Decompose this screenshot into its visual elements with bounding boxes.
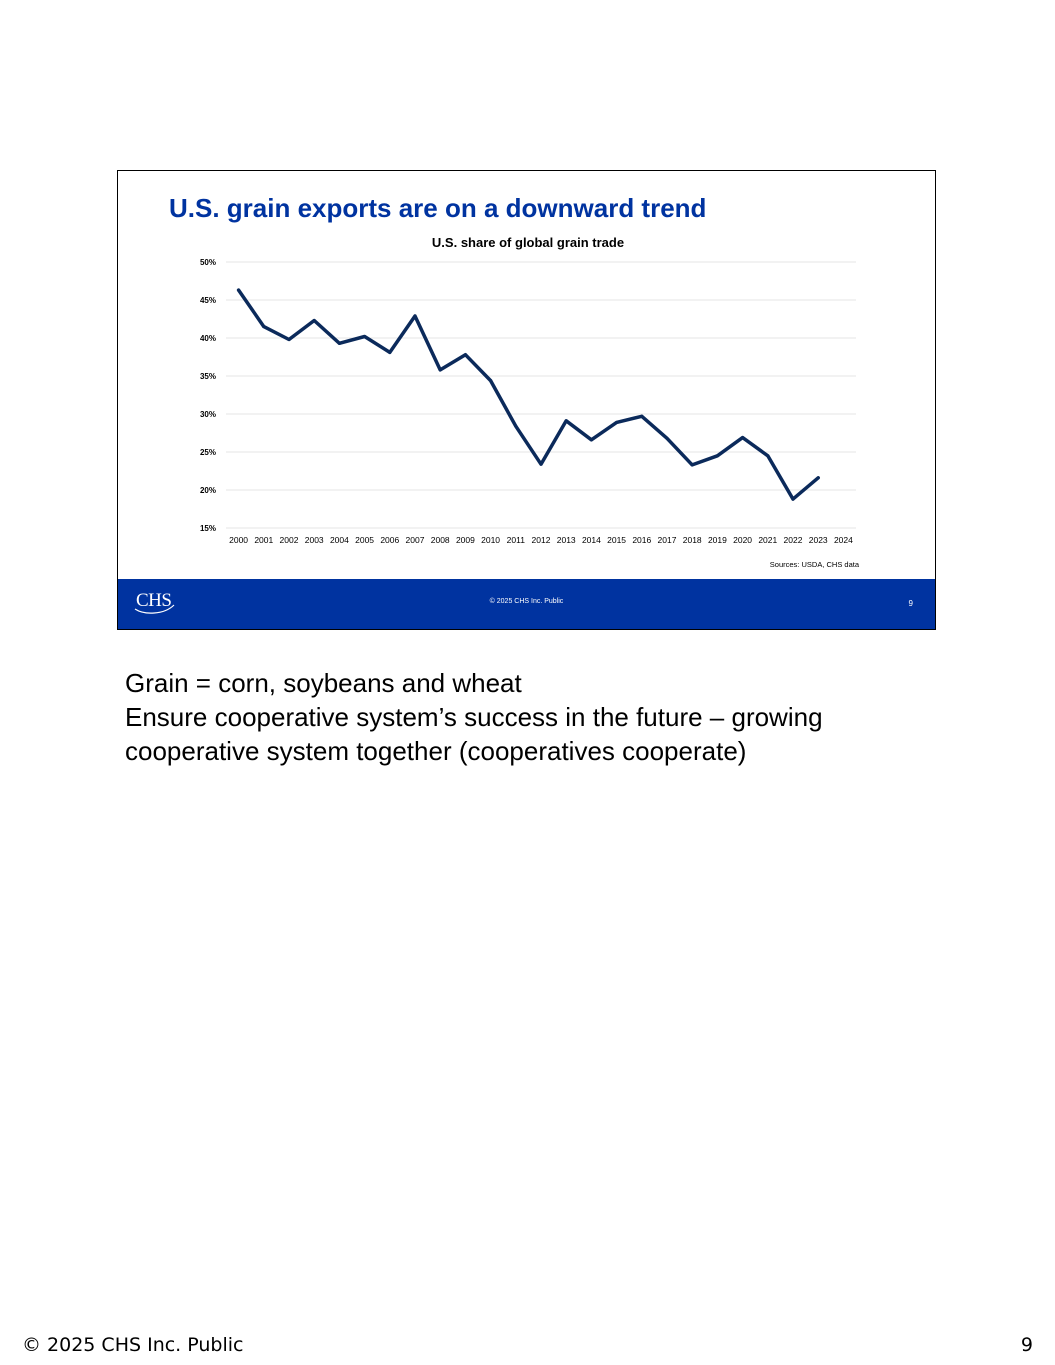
x-tick-label: 2008 [431, 535, 450, 545]
x-tick-label: 2002 [280, 535, 299, 545]
y-tick-label: 20% [200, 486, 216, 495]
x-tick-label: 2015 [607, 535, 626, 545]
x-tick-label: 2014 [582, 535, 601, 545]
line-chart: U.S. share of global grain trade 15% 20% 2… [200, 235, 860, 569]
data-point [589, 438, 593, 442]
data-point [766, 454, 770, 458]
slide-page-number: 9 [908, 599, 913, 608]
chart-title: U.S. share of global grain trade [432, 235, 624, 250]
notes-line-1: Grain = corn, soybeans and wheat [125, 668, 522, 698]
y-tick-label: 30% [200, 410, 216, 419]
x-tick-label: 2007 [406, 535, 425, 545]
x-tick-label: 2020 [733, 535, 752, 545]
data-point [715, 454, 719, 458]
data-point [337, 341, 341, 345]
chs-logo-text: CHS [136, 590, 172, 611]
page-footer-copyright: © 2025 CHS Inc. Public [22, 1334, 244, 1356]
data-point [262, 325, 266, 329]
x-tick-label: 2023 [809, 535, 828, 545]
x-tick-label: 2006 [380, 535, 399, 545]
data-point [514, 424, 518, 428]
x-tick-label: 2021 [758, 535, 777, 545]
x-tick-label: 2019 [708, 535, 727, 545]
x-tick-label: 2010 [481, 535, 500, 545]
x-tick-label: 2011 [507, 535, 526, 545]
data-point [640, 414, 644, 418]
data-point [312, 319, 316, 323]
chs-logo-icon [134, 604, 175, 614]
x-tick-label: 2018 [683, 535, 702, 545]
data-point [413, 314, 417, 318]
x-tick-label: 2012 [532, 535, 551, 545]
x-tick-label: 2024 [834, 535, 853, 545]
x-tick-label: 2003 [305, 535, 324, 545]
data-point [438, 368, 442, 372]
x-tick-label: 2000 [229, 535, 248, 545]
data-point [741, 436, 745, 440]
page-footer-number: 9 [1020, 1334, 1033, 1356]
data-point [388, 350, 392, 354]
data-point [665, 436, 669, 440]
y-tick-label: 25% [200, 448, 216, 457]
x-tick-label: 2004 [330, 535, 349, 545]
x-tick-label: 2016 [632, 535, 651, 545]
slide-footer-copyright: © 2025 CHS Inc. Public [489, 598, 564, 605]
notes-line-2: Ensure cooperative system’s success in t… [125, 702, 823, 766]
x-tick-label: 2001 [254, 535, 273, 545]
x-tick-label: 2013 [557, 535, 576, 545]
x-tick-label: 2009 [456, 535, 475, 545]
data-point [489, 379, 493, 383]
data-point [363, 334, 367, 338]
data-point [615, 420, 619, 424]
x-tick-label: 2017 [658, 535, 677, 545]
data-point [791, 497, 795, 501]
y-tick-label: 35% [200, 372, 216, 381]
data-point [237, 288, 241, 292]
data-point [539, 462, 543, 466]
x-tick-label: 2022 [784, 535, 803, 545]
source-note: Sources: USDA, CHS data [770, 560, 860, 569]
data-point [564, 419, 568, 423]
data-point [816, 476, 820, 480]
slide-footer-bar: CHS © 2025 CHS Inc. Public 9 [118, 579, 935, 629]
series-line-us-share [236, 288, 820, 501]
slide: U.S. grain exports are on a downward tre… [117, 170, 936, 630]
y-tick-label: 45% [200, 296, 216, 305]
data-point [690, 463, 694, 467]
y-tick-label: 40% [200, 334, 216, 343]
data-point [287, 338, 291, 342]
y-tick-label: 15% [200, 524, 216, 533]
data-point [463, 353, 467, 357]
y-tick-label: 50% [200, 258, 216, 267]
speaker-notes: Grain = corn, soybeans and wheat Ensure … [125, 666, 945, 768]
x-tick-label: 2005 [355, 535, 374, 545]
slide-title: U.S. grain exports are on a downward tre… [169, 193, 707, 223]
